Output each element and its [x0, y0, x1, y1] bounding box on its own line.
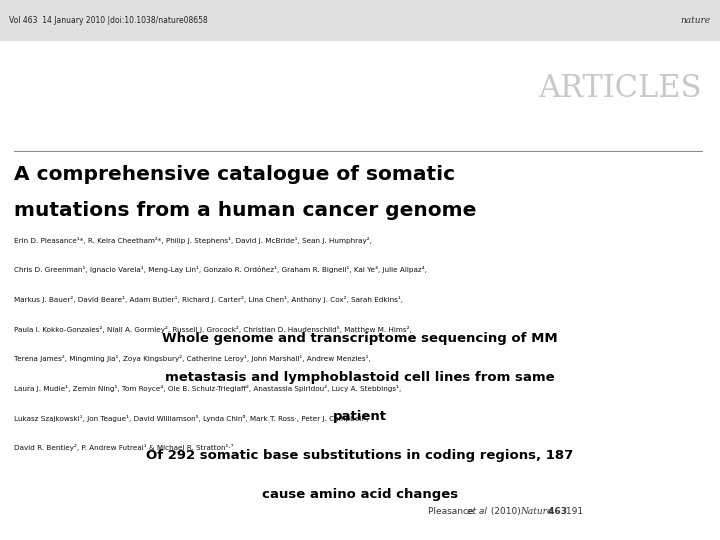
Text: Whole genome and transcriptome sequencing of MM: Whole genome and transcriptome sequencin…: [162, 332, 558, 345]
Text: A comprehensive catalogue of somatic: A comprehensive catalogue of somatic: [14, 165, 456, 184]
Text: Vol 463  14 January 2010 |doi:10.1038/nature08658: Vol 463 14 January 2010 |doi:10.1038/nat…: [9, 16, 208, 25]
Text: Lukasz Szajkowski¹, Jon Teague¹, David Williamson⁵, Lynda Chin⁶, Mark T. Ross·, : Lukasz Szajkowski¹, Jon Teague¹, David W…: [14, 415, 369, 422]
Text: ARTICLES: ARTICLES: [539, 73, 702, 104]
Bar: [0, 0, 720, 40]
Text: Pleasance: Pleasance: [428, 507, 477, 516]
Text: :191: :191: [563, 507, 583, 516]
Text: Of 292 somatic base substitutions in coding regions, 187: Of 292 somatic base substitutions in cod…: [146, 449, 574, 462]
Text: Erin D. Pleasance¹*, R. Keira Cheetham²*, Philip J. Stephens¹, David J. McBride¹: Erin D. Pleasance¹*, R. Keira Cheetham²*…: [14, 237, 372, 244]
Text: Markus J. Bauer², David Beare¹, Adam Butler¹, Richard J. Carter², Lina Chen¹, An: Markus J. Bauer², David Beare¹, Adam But…: [14, 296, 403, 303]
Text: mutations from a human cancer genome: mutations from a human cancer genome: [14, 201, 477, 220]
Text: David R. Bentley², P. Andrew Futreal¹ & Michael R. Stratton¹·⁷: David R. Bentley², P. Andrew Futreal¹ & …: [14, 444, 234, 451]
Text: patient: patient: [333, 410, 387, 423]
Text: nature: nature: [680, 16, 711, 25]
Text: metastasis and lymphoblastoid cell lines from same: metastasis and lymphoblastoid cell lines…: [165, 371, 555, 384]
Text: Laura J. Mudie¹, Zemin Ning¹, Tom Royce⁴, Ole B. Schulz-Trieglaff², Anastassia S: Laura J. Mudie¹, Zemin Ning¹, Tom Royce⁴…: [14, 385, 402, 392]
Text: et al: et al: [467, 507, 487, 516]
Text: Chris D. Greenman¹, Ignacio Varela¹, Meng-Lay Lin¹, Gonzalo R. Ordóñez¹, Graham : Chris D. Greenman¹, Ignacio Varela¹, Men…: [14, 266, 427, 273]
Text: Nature: Nature: [520, 507, 552, 516]
Text: Terena James², Mingming Jia¹, Zoya Kingsbury², Catherine Leroy¹, John Marshall¹,: Terena James², Mingming Jia¹, Zoya Kings…: [14, 355, 371, 362]
Text: Paula I. Kokko-Gonzales², Niall A. Gormley², Russell J. Grocock², Christian D. H: Paula I. Kokko-Gonzales², Niall A. Gorml…: [14, 326, 412, 333]
Text: (2010): (2010): [488, 507, 523, 516]
Text: 463: 463: [545, 507, 567, 516]
Text: cause amino acid changes: cause amino acid changes: [262, 488, 458, 501]
